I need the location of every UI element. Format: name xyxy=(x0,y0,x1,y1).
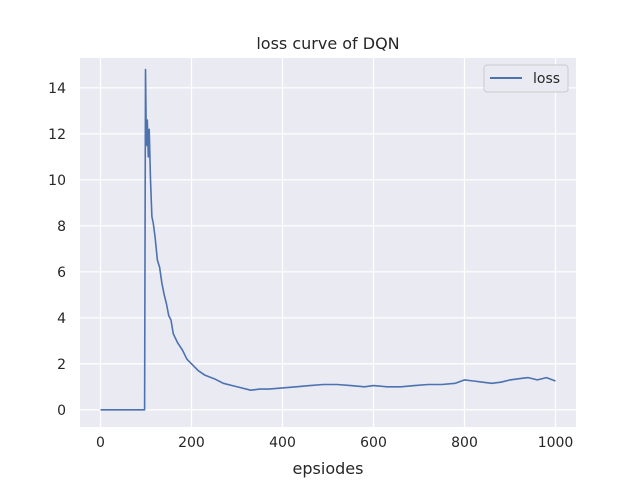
x-tick-label: 800 xyxy=(451,435,478,451)
y-tick-label: 0 xyxy=(57,403,66,419)
legend: loss xyxy=(483,64,569,93)
y-tick-label: 8 xyxy=(57,219,66,235)
y-tick-label: 6 xyxy=(57,265,66,281)
legend-label-loss: loss xyxy=(533,71,560,87)
x-axis: 0 200 400 600 800 1000 xyxy=(96,435,573,451)
y-tick-label: 14 xyxy=(48,81,66,97)
x-axis-label: epsiodes xyxy=(293,459,364,478)
x-tick-label: 200 xyxy=(178,435,205,451)
grid-lines xyxy=(80,58,576,427)
plot-area xyxy=(80,58,576,427)
series-line-loss xyxy=(100,68,556,411)
y-axis: 0 2 4 6 8 10 12 14 xyxy=(48,81,66,419)
x-tick-label: 0 xyxy=(96,435,105,451)
legend-box xyxy=(483,64,569,93)
x-tick-label: 1000 xyxy=(538,435,574,451)
y-tick-label: 4 xyxy=(57,311,66,327)
chart-title: loss curve of DQN xyxy=(256,34,399,53)
x-tick-label: 400 xyxy=(269,435,296,451)
y-tick-label: 2 xyxy=(57,357,66,373)
y-tick-label: 12 xyxy=(48,127,66,143)
y-tick-label: 10 xyxy=(48,173,66,189)
series-group xyxy=(100,68,556,411)
x-tick-label: 600 xyxy=(360,435,387,451)
